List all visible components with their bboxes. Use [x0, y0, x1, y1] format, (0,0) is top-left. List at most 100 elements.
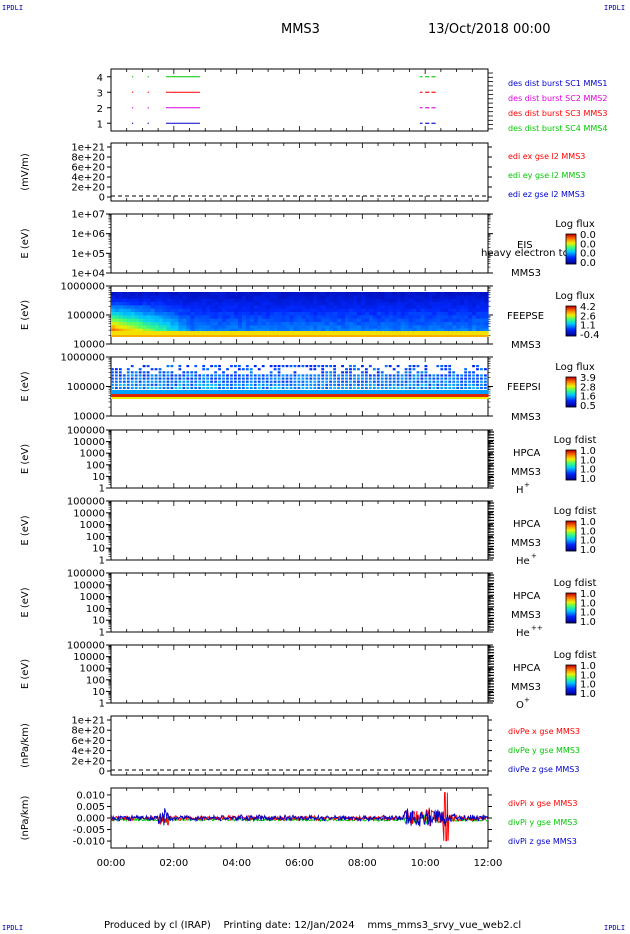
spectrogram-cell [349, 386, 352, 390]
spectrogram-cell [277, 315, 283, 320]
spectrogram-cell [408, 377, 412, 380]
spectrogram-cell [194, 305, 199, 310]
spectrogram-cell [384, 292, 390, 296]
spectrogram-cell [376, 312, 382, 316]
spectrogram-cell [440, 308, 445, 313]
spectrogram-cell [341, 315, 346, 320]
spectrogram-cell [392, 386, 396, 390]
spacecraft-label: MMS3 [511, 412, 541, 423]
spectrogram-cell [428, 302, 434, 306]
spectrogram-cell [162, 397, 168, 399]
spectrogram-cell [388, 331, 394, 335]
spectrogram-cell [412, 397, 418, 399]
spectrogram-cell [436, 295, 441, 300]
spectrogram-cell [142, 331, 148, 335]
spectrogram-cell [130, 331, 136, 335]
spectrogram-cell [118, 374, 122, 377]
spectrogram-cell [190, 302, 195, 306]
spectrogram-cell [130, 302, 136, 306]
spectrogram-cell [170, 302, 176, 306]
spectrogram-cell [186, 394, 191, 397]
spectrogram-cell [146, 292, 152, 296]
spectrogram-cell [364, 383, 368, 386]
spectrogram-cell [396, 365, 400, 368]
spectrogram-cell [392, 295, 398, 300]
spectrogram-cell [460, 298, 465, 303]
colorbar-cell [566, 620, 576, 622]
spectrogram-cell [222, 325, 227, 330]
colorbar-cell [566, 599, 576, 601]
spectrogram-cell [182, 397, 187, 399]
spectrogram-cell [206, 380, 210, 383]
spectrogram-cell [428, 295, 434, 300]
spectrogram-cell [154, 331, 160, 335]
spectrogram-cell [126, 380, 130, 383]
colorbar-cell [566, 251, 576, 253]
spectrogram-cell [293, 292, 299, 296]
spectrogram-cell [372, 390, 378, 394]
spectrogram-cell [440, 397, 445, 399]
spectrogram-cell [436, 331, 441, 335]
spectrogram-cell [122, 318, 128, 323]
colorbar-cell [566, 677, 576, 679]
colorbar-cell [566, 234, 576, 236]
spectrogram-cell [301, 305, 307, 310]
spectrogram-cell [301, 397, 307, 399]
colorbar-cell [566, 316, 576, 318]
spectrogram-cell [472, 335, 477, 337]
colorbar-cell [566, 612, 576, 614]
colorbar-cell [566, 601, 576, 603]
spectrogram-cell [333, 383, 337, 386]
spectrogram-cell [186, 295, 191, 300]
spectrogram-cell [198, 328, 203, 333]
spectrogram-cell [190, 308, 195, 313]
spectrogram-cell [408, 318, 414, 323]
spectrogram-cell [182, 322, 187, 326]
spectrogram-cell [301, 302, 307, 306]
spectrogram-cell [146, 328, 152, 333]
spectrogram-cell [432, 380, 436, 383]
spectrogram-cell [448, 386, 452, 390]
spectrogram-cell [333, 305, 338, 310]
colorbar-tick-label: 1.0 [580, 598, 596, 609]
spectrogram-cell [253, 380, 257, 383]
spectrogram-cell [404, 386, 408, 390]
spectrogram-cell [281, 305, 287, 310]
y-tick-label: 1e+21 [71, 143, 105, 154]
y-tick-label: 8e+20 [71, 726, 105, 737]
spectrogram-cell [114, 292, 120, 296]
spectrogram-cell [241, 331, 247, 335]
spectrogram-cell [368, 292, 374, 296]
spectrogram-cell [218, 298, 223, 303]
spectrogram-cell [162, 335, 168, 337]
y-tick-label: 1e+07 [71, 210, 105, 221]
spectrogram-cell [241, 380, 245, 383]
spectrogram-cell [400, 380, 404, 383]
spectrogram-cell [134, 318, 140, 323]
spectrogram-cell [361, 383, 364, 386]
spectrogram-cell [289, 383, 293, 386]
colorbar-cell [566, 313, 576, 315]
spectrogram-cell [313, 368, 317, 371]
panel-frame-hpca_h [110, 429, 489, 489]
spectrogram-cell [364, 292, 370, 296]
corner-label-top-right: IPDLI [604, 4, 626, 12]
spectrogram-cell [170, 325, 176, 330]
spectrogram-cell [380, 383, 384, 386]
spectrogram-cell [313, 390, 318, 394]
y-tick-label: 100 [86, 675, 105, 686]
spectrogram-cell [114, 322, 120, 326]
spectrogram-cell [420, 328, 426, 333]
spectrogram-cell [464, 322, 469, 326]
spectrogram-cell [484, 368, 487, 371]
y-tick-label: 10 [92, 687, 105, 698]
spectrogram-cell [170, 397, 176, 399]
spectrogram-cell [416, 312, 422, 316]
spectrogram-cell [440, 312, 445, 316]
spectrogram-cell [420, 374, 424, 377]
spectrogram-cell [309, 305, 314, 310]
spectrogram-cell [202, 328, 207, 333]
colorbar-cell [566, 385, 576, 387]
spectrogram-cell [146, 390, 152, 394]
